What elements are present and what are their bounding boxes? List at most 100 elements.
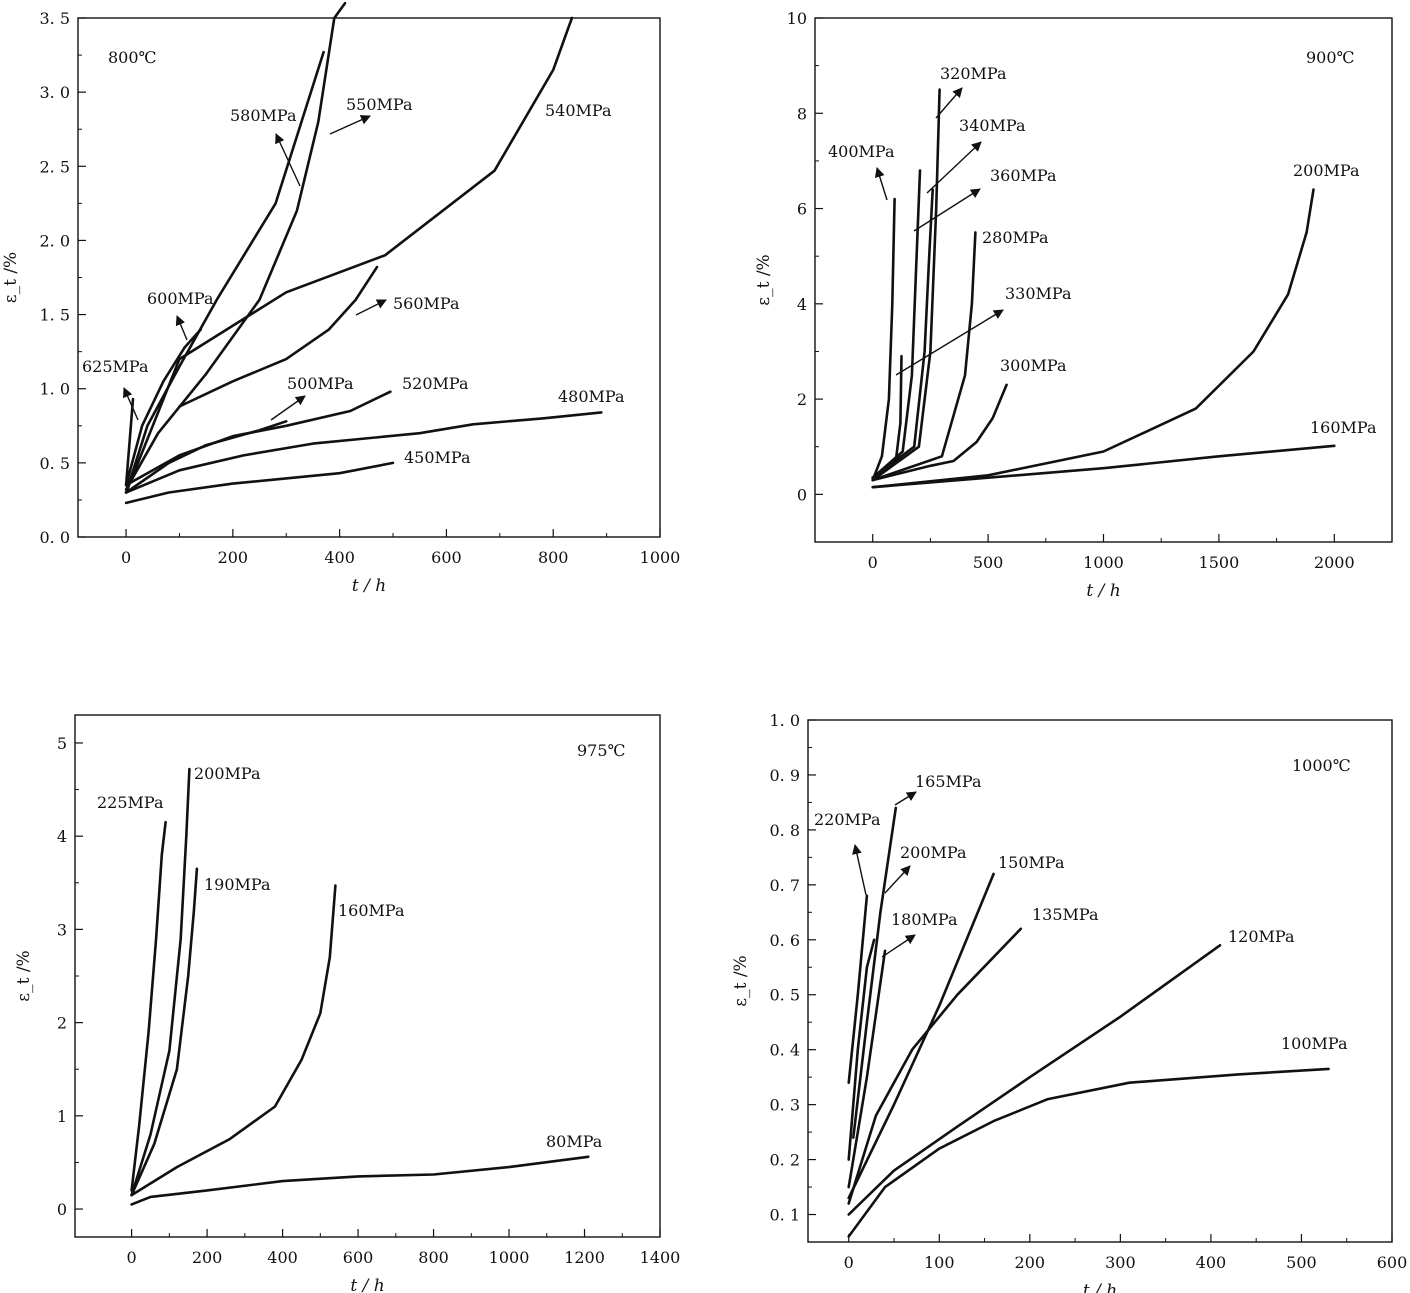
x-tick-label: 1000 [640,548,681,567]
leader-arrow [894,791,917,806]
curve-label-160mpa: 160MPa [338,901,405,920]
curve-label-450mpa: 450MPa [404,448,471,467]
x-tick-label: 1000 [489,1248,530,1267]
curve-450mpa [124,461,395,505]
curve-180mpa [847,949,887,1189]
temperature-label: 975℃ [577,741,625,760]
y-tick-label: 2. 5 [39,157,70,176]
y-tick-label: 5 [57,734,67,753]
curve-label-600mpa: 600MPa [147,289,214,308]
leader-arrow [881,934,916,958]
x-tick-label: 100 [924,1253,955,1272]
leader-arrow [884,865,911,894]
curve-600mpa [124,328,203,487]
x-axis-title: t / h [1083,1281,1117,1293]
y-tick-label: 3. 0 [39,83,70,102]
y-axis-title: ε_t /% [14,950,34,1001]
curve-500mpa [124,419,288,494]
y-tick-label: 6 [797,200,807,219]
curve-label-180mpa: 180MPa [891,910,958,929]
leader-arrow [926,141,982,194]
y-tick-label: 2. 0 [39,231,70,250]
curve-label-300mpa: 300MPa [1000,356,1067,375]
x-tick-label: 600 [1377,1253,1408,1272]
curve-150mpa [847,872,995,1200]
curve-label-320mpa: 320MPa [940,64,1007,83]
curve-label-200mpa: 200MPa [1293,161,1360,180]
leader-arrow [852,844,867,896]
panel-1: 0 200 400 600 800 1000 0. 0 0. 5 1. 0 1. 5 2. 0 2. … [1,1,681,596]
leader-arrow [874,167,888,201]
curve-label-190mpa: 190MPa [204,875,271,894]
panel-3: 0 200 400 600 800 1000 1200 1400 0 1 2 3 4 5 t / h ε_t … [14,714,680,1293]
curve-label-100mpa: 100MPa [1281,1034,1348,1053]
y-tick-label: 0. 6 [769,931,800,950]
y-tick-label: 1. 0 [39,380,70,399]
y-tick-label: 10 [787,9,807,28]
curve-165mpa [851,806,898,1139]
y-tick-label: 0. 7 [769,876,800,895]
y-tick-label: 0. 9 [769,766,800,785]
leader-arrow [935,87,963,119]
leader-arrow [270,395,306,421]
y-tick-label: 3 [57,920,67,939]
temperature-label: 1000℃ [1292,756,1351,775]
y-tick-label: 0. 1 [769,1206,800,1225]
plot-frame [807,719,1393,1243]
y-tick-label: 8 [797,104,807,123]
curve-label-400mpa: 400MPa [828,142,895,161]
y-axis-title: ε_t /% [754,254,774,305]
curve-label-625mpa: 625MPa [82,357,149,376]
curve-550mpa [124,1,347,491]
curve-560mpa [178,265,379,408]
curve-320mpa [871,88,941,482]
curve-225mpa [130,820,167,1192]
x-tick-label: 0 [121,548,131,567]
curve-label-520mpa: 520MPa [402,374,469,393]
x-tick-label: 200 [192,1248,223,1267]
x-tick-label: 800 [418,1248,449,1267]
curve-360mpa [871,188,935,480]
y-axis-title: ε_t /% [731,955,751,1006]
curve-label-165mpa: 165MPa [915,772,982,791]
x-tick-label: 300 [1105,1253,1136,1272]
curve-label-160mpa: 160MPa [1310,418,1377,437]
x-tick-label: 200 [1015,1253,1046,1272]
leader-arrow [275,133,301,187]
panel-4: 0 100 200 300 400 500 600 0. 1 0. 2 0. 3 0. 4 0. 5 0… [731,711,1407,1293]
x-tick-label: 1200 [564,1248,605,1267]
curve-135mpa [847,927,1023,1205]
curve-480mpa [124,411,603,494]
curve-220mpa [847,894,869,1084]
x-tick-label: 600 [343,1248,374,1267]
x-tick-label: 200 [218,548,249,567]
y-tick-label: 0. 5 [39,454,70,473]
curve-540mpa [124,16,574,494]
temperature-label: 900℃ [1306,48,1354,67]
y-tick-label: 1. 5 [39,306,70,325]
curve-120mpa [847,943,1222,1216]
x-tick-label: 600 [431,548,462,567]
x-tick-label: 400 [1196,1253,1227,1272]
curve-label-360mpa: 360MPa [990,166,1057,185]
x-tick-label: 0 [844,1253,854,1272]
x-axis-title: t / h [352,576,386,596]
x-axis-title: t / h [350,1276,384,1293]
curve-label-225mpa: 225MPa [97,793,164,812]
y-tick-label: 4 [57,827,67,846]
curve-label-580mpa: 580MPa [230,106,297,125]
curve-300mpa [871,383,1008,482]
x-tick-label: 400 [324,548,355,567]
leader-arrow [895,309,1004,376]
x-tick-label: 500 [1286,1253,1317,1272]
curve-160mpa [871,444,1336,489]
y-tick-label: 0. 3 [769,1096,800,1115]
curve-label-200mpa: 200MPa [900,843,967,862]
curve-label-150mpa: 150MPa [998,853,1065,872]
y-tick-label: 0. 8 [769,821,800,840]
curve-label-330mpa: 330MPa [1005,284,1072,303]
curve-label-220mpa: 220MPa [814,810,881,829]
y-tick-label: 4 [797,295,807,314]
leader-arrow [355,299,387,316]
